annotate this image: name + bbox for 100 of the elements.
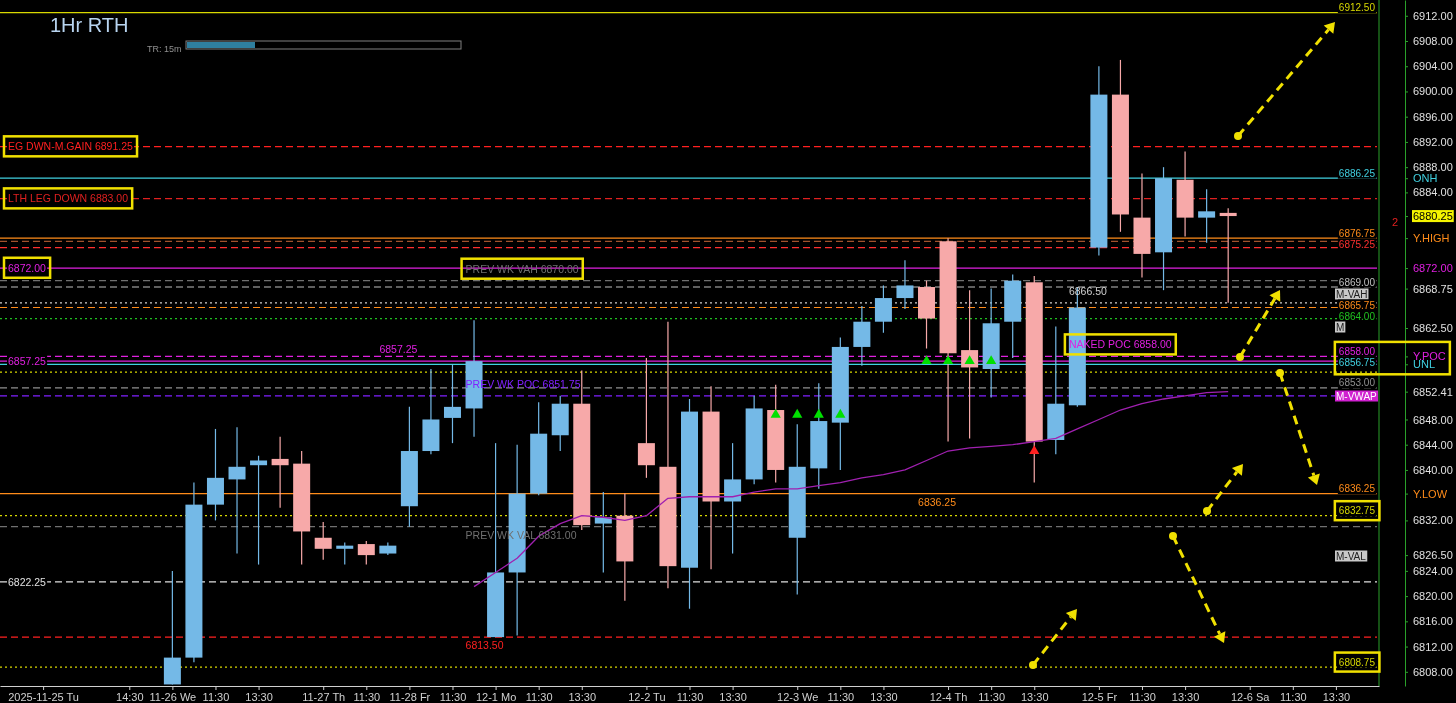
ref-line-label: 6853.00 [1338, 377, 1376, 389]
annotation: 6813.50 [465, 639, 504, 652]
y-tick-label: 6904.00 [1413, 60, 1453, 73]
x-tick-label: 11:30 [1129, 690, 1156, 703]
x-tick-label: 11:30 [978, 690, 1006, 703]
y-tick-label: 6840.00 [1413, 463, 1453, 476]
ref-line-label: 6856.75 [1338, 356, 1376, 368]
y-tick-label: 6832.00 [1413, 514, 1453, 527]
x-tick-label: 11-26 We [149, 690, 197, 703]
text: 1Hr RTH [50, 14, 129, 36]
point [942, 355, 954, 365]
candlestick [1198, 188, 1216, 244]
annotation: 6857.25 [379, 343, 418, 356]
point [792, 408, 803, 418]
candlestick [637, 357, 655, 479]
x-tick-label: 13:30 [1322, 690, 1351, 703]
y-tick-label: 6816.00 [1413, 615, 1453, 628]
ref-line-label: 6876.75 [1338, 227, 1376, 239]
annotation: TR: 15m [147, 44, 182, 55]
x-tick-label: 11:30 [439, 690, 467, 703]
candlestick [314, 521, 332, 561]
candlestick [271, 436, 289, 509]
point [835, 408, 846, 418]
ref-line-label: 6864.00 [1338, 310, 1376, 322]
x-tick-label: 2025-11-25 Tu [8, 690, 79, 703]
point [813, 408, 824, 418]
x-tick-label: 11:30 [525, 690, 553, 703]
y-tick-label: 6892.00 [1413, 135, 1453, 148]
x-tick-label: 12-3 We [777, 690, 819, 703]
annotation: 6822.25 [8, 575, 47, 588]
x-tick-label: 14:30 [116, 690, 144, 703]
candlestick [357, 540, 375, 566]
x-tick-label: 11:30 [353, 690, 381, 703]
candlestick [896, 259, 914, 310]
x-tick-label: 12-1 Mo [475, 690, 517, 703]
ref-line-label: 6886.25 [1338, 167, 1376, 179]
x-tick-label: 12-5 Fr [1081, 690, 1118, 703]
candlestick [1219, 207, 1237, 304]
annotation: LTH LEG DOWN 6883.00 [8, 192, 129, 205]
x-tick-label: 13:30 [1020, 690, 1049, 703]
candlestick [250, 455, 268, 566]
y-tick-label: 6908.00 [1413, 35, 1453, 48]
y-tick-label: 6852.41 [1413, 385, 1453, 398]
ref-line-label: 6836.25 [1338, 483, 1376, 495]
text: 2 [1392, 215, 1399, 228]
candlestick [961, 289, 979, 440]
candlestick [336, 541, 354, 566]
ref-line-label: 6869.00 [1338, 276, 1376, 288]
y-tick-label: 6812.00 [1413, 640, 1453, 653]
x-tick-label: 11:30 [827, 690, 855, 703]
y-tick-label: 6872.00 [1413, 262, 1453, 275]
point [986, 355, 997, 365]
y-tick-label: 6896.00 [1413, 110, 1453, 123]
x-tick-label: 12-4 Th [929, 690, 968, 703]
y-tick-label: 6820.00 [1413, 590, 1453, 603]
annotation: 6857.25 [8, 354, 47, 367]
annotation: M-VAL [1336, 550, 1367, 562]
y-tick-label: 6912.00 [1413, 9, 1453, 22]
y-tick-label: 6848.00 [1413, 413, 1453, 426]
ref-line-label: 6865.75 [1338, 299, 1376, 311]
candlestick [594, 491, 612, 574]
y-tick-label: 6900.00 [1413, 85, 1453, 98]
x-tick-label: 11-28 Fr [389, 690, 431, 703]
x-tick-label: 13:30 [245, 690, 273, 703]
annotation: 6872.00 [8, 261, 47, 274]
x-tick-label: 13:30 [568, 690, 597, 703]
x-tick-label: 12-6 Sa [1230, 690, 1271, 703]
ref-line-label: 6858.00 [1338, 345, 1376, 357]
x-tick-label: 11:30 [202, 690, 230, 703]
x-tick-label: 13:30 [1171, 690, 1200, 703]
y-tick-label: 6888.00 [1413, 161, 1453, 174]
y-tick-label: Y.HIGH [1413, 232, 1450, 245]
y-tick-label: 6868.75 [1413, 282, 1453, 295]
x-tick-label: 11:30 [1279, 690, 1307, 703]
point [770, 408, 781, 418]
y-tick-label: 6844.00 [1413, 438, 1453, 451]
candlestick [874, 284, 892, 334]
ref-line-label: 6875.25 [1338, 238, 1376, 250]
x-tick-label: 11-27 Th [302, 690, 346, 703]
y-tick-label: 6824.00 [1413, 564, 1453, 577]
x-tick-label: 13:30 [870, 690, 898, 703]
ref-line-label: 6912.50 [1338, 2, 1376, 14]
ref-line-label: 6808.75 [1338, 656, 1376, 668]
point [1029, 445, 1040, 454]
annotation: M [1336, 321, 1345, 333]
candlestick [724, 442, 742, 555]
candlestick [443, 363, 461, 444]
annotation: M-VWAP [1336, 390, 1378, 402]
y-tick-label: 6808.00 [1413, 665, 1453, 678]
y-tick-label: 6826.50 [1413, 549, 1453, 562]
y-tick-label: Y.LOW [1413, 487, 1448, 500]
y-tick-label: 6884.00 [1413, 186, 1453, 199]
annotation: M-VAH [1336, 288, 1368, 300]
y-tick-label: ONH [1413, 172, 1438, 185]
x-tick-label: 12-2 Tu [628, 690, 666, 703]
ref-line-label: 6832.75 [1338, 505, 1376, 517]
y-tick-label: 6880.25 [1413, 210, 1453, 223]
x-tick-label: 11:30 [676, 690, 704, 703]
y-tick-label: 6862.50 [1413, 322, 1453, 335]
x-tick-label: 13:30 [719, 690, 747, 703]
